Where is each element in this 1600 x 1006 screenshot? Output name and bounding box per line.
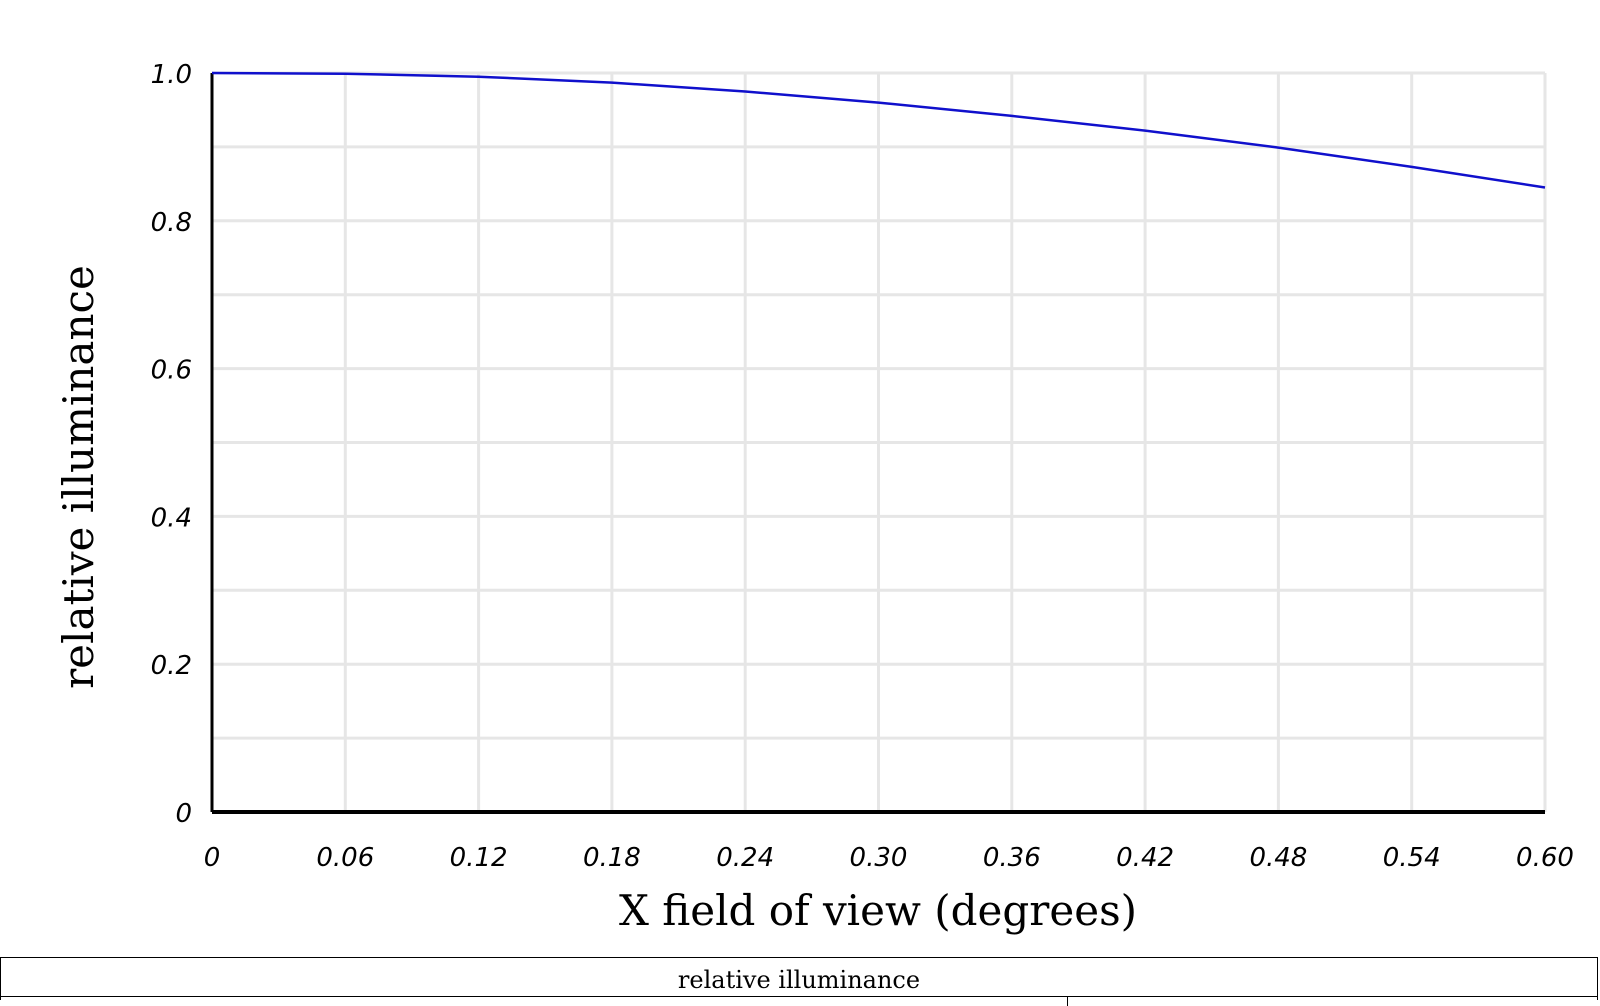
axes bbox=[210, 73, 1545, 814]
legend: relative illuminance bbox=[0, 957, 1598, 1006]
x-tick-label: 0.60 bbox=[1516, 843, 1574, 873]
x-tick-label: 0.06 bbox=[316, 843, 374, 873]
x-tick-label: 0.54 bbox=[1383, 843, 1441, 873]
y-tick-label: 0.4 bbox=[151, 503, 192, 533]
legend-title: relative illuminance bbox=[677, 966, 921, 994]
x-tick-label: 0 bbox=[204, 843, 221, 873]
chart: 0 0.06 0.12 0.18 0.24 0.30 0.36 0.42 0.48 0.54 0.6… bbox=[54, 60, 1574, 935]
x-axis-title: X field of view (degrees) bbox=[619, 886, 1137, 935]
x-tick-label: 0.42 bbox=[1116, 843, 1174, 873]
y-tick-label: 0.8 bbox=[151, 208, 192, 238]
y-tick-labels: 0 0.2 0.4 0.6 0.8 1.0 bbox=[151, 60, 192, 829]
y-tick-label: 0.6 bbox=[151, 356, 192, 386]
legend-separator bbox=[1067, 996, 1068, 1006]
y-axis-title: relative illuminance bbox=[54, 265, 103, 689]
series-line bbox=[211, 71, 1546, 189]
x-tick-label: 0.12 bbox=[450, 843, 508, 873]
x-tick-label: 0.48 bbox=[1249, 843, 1307, 873]
y-tick-label: 0.2 bbox=[151, 651, 192, 681]
x-tick-label: 0.24 bbox=[716, 843, 774, 873]
legend-divider bbox=[1, 996, 1597, 997]
y-tick-label: 1.0 bbox=[151, 60, 192, 90]
x-tick-label: 0.30 bbox=[850, 843, 908, 873]
x-tick-label: 0.36 bbox=[983, 843, 1041, 873]
grid bbox=[212, 71, 1547, 812]
y-tick-label: 0 bbox=[175, 799, 192, 829]
x-tick-label: 0.18 bbox=[583, 843, 641, 873]
series bbox=[211, 71, 1546, 189]
x-tick-labels: 0 0.06 0.12 0.18 0.24 0.30 0.36 0.42 0.48 0.54 0.6… bbox=[204, 843, 1574, 873]
